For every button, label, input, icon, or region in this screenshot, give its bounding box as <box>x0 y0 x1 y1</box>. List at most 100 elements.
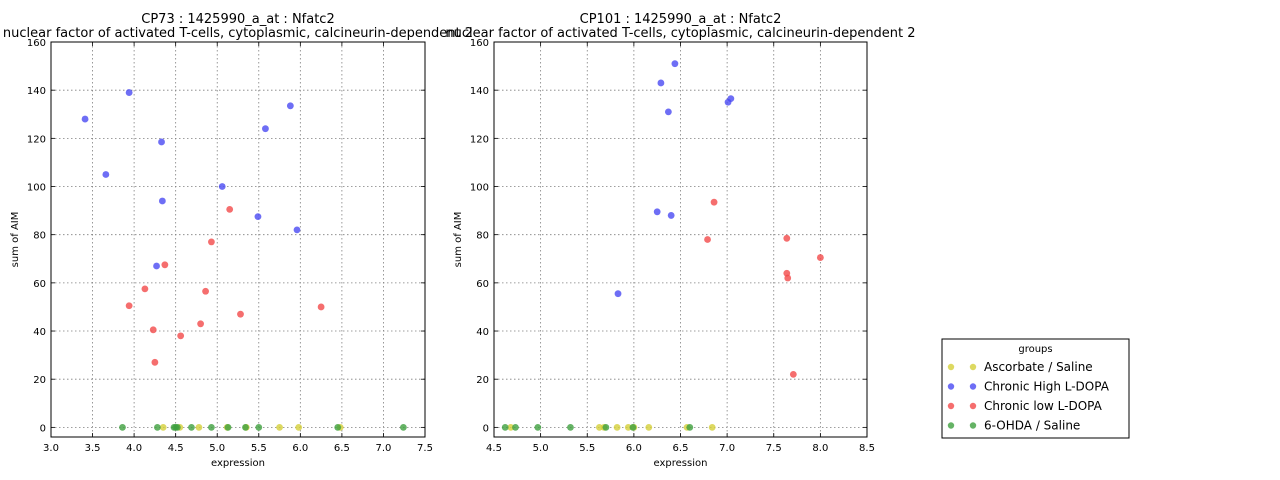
legend-marker-6-ohda-saline <box>969 422 977 429</box>
plot1-subtitle: nuclear factor of activated T-cells, cyt… <box>3 26 473 41</box>
plot1-x-tick-label: 5.0 <box>209 443 225 454</box>
plot1-point-ascorbate-saline <box>195 423 203 431</box>
plot2-x-tick-label: 6.5 <box>673 443 689 454</box>
plot1-x-tick-label: 4.0 <box>126 443 142 454</box>
plot1-y-tick-label: 40 <box>33 327 46 338</box>
plot1-x-tick-label: 5.5 <box>251 443 267 454</box>
plot1-y-tick-label: 20 <box>33 375 46 386</box>
plot2-x-tick-label: 8.5 <box>859 443 875 454</box>
plot2-y-tick-label: 140 <box>470 86 489 97</box>
plot2-x-tick-label: 5.0 <box>533 443 549 454</box>
plot2-y-tick-label: 100 <box>470 183 489 194</box>
plot2-y-tick-label: 20 <box>476 375 489 386</box>
plot2-point-ascorbate-saline <box>645 423 653 431</box>
plot2-point-chronic-high-l-dopa <box>664 108 672 116</box>
plot2-point-chronic-low-l-dopa <box>783 234 791 242</box>
plot2-point-chronic-high-l-dopa <box>667 212 675 219</box>
plot2-x-axis-label: expression <box>654 458 708 469</box>
plot1-point-chronic-high-l-dopa <box>262 125 269 133</box>
plot1-y-tick-label: 60 <box>33 279 46 290</box>
plot2-point-chronic-low-l-dopa <box>816 254 824 261</box>
plot2-point-6-ohda-saline <box>512 423 519 431</box>
legend-label-ascorbate-saline: Ascorbate / Saline <box>984 360 1093 374</box>
plot2-x-tick-label: 6.0 <box>626 443 642 454</box>
plot2-y-tick-label: 160 <box>470 38 489 49</box>
plot1-y-tick-label: 80 <box>33 231 46 242</box>
plot1-point-chronic-high-l-dopa <box>218 183 226 190</box>
plot1-x-tick-label: 3.5 <box>85 443 101 454</box>
plot1-x-tick-label: 7.0 <box>375 443 391 454</box>
plot1-point-6-ohda-saline <box>153 423 161 431</box>
plot2-y-tick-label: 40 <box>476 327 489 338</box>
plot2-axes-frame <box>493 41 868 438</box>
plot1-x-tick-label: 3.0 <box>43 443 59 454</box>
plot1-point-chronic-low-l-dopa <box>208 238 215 246</box>
plot1-point-6-ohda-saline <box>334 423 342 431</box>
legend-label-chronic-high-l-dopa: Chronic High L-DOPA <box>984 380 1110 394</box>
plot1-point-chronic-low-l-dopa <box>125 302 133 310</box>
legend-label-chronic-low-l-dopa: Chronic low L-DOPA <box>984 399 1103 413</box>
plot2-point-chronic-high-l-dopa <box>727 95 735 103</box>
plot2-point-6-ohda-saline <box>534 423 542 431</box>
legend-title: groups <box>1018 344 1052 355</box>
plot2-point-ascorbate-saline <box>595 423 603 431</box>
plot1-point-chronic-high-l-dopa <box>125 89 133 96</box>
legend-marker-ascorbate-saline <box>947 363 955 371</box>
plot2-point-6-ohda-saline <box>686 423 694 431</box>
plot2-point-ascorbate-saline <box>613 423 621 431</box>
legend-label-6-ohda-saline: 6-OHDA / Saline <box>984 419 1080 433</box>
legend-marker-chronic-low-l-dopa <box>969 402 977 410</box>
plot1-axes-frame <box>50 41 426 438</box>
plot1-y-tick-label: 140 <box>27 86 46 97</box>
plot1-point-6-ohda-saline <box>173 423 181 431</box>
plot2-y-tick-label: 0 <box>483 423 489 434</box>
plot1-point-6-ohda-saline <box>208 423 215 431</box>
plot1-point-chronic-high-l-dopa <box>102 171 110 178</box>
plot1-point-chronic-low-l-dopa <box>226 205 234 213</box>
plot1-point-chronic-low-l-dopa <box>197 320 205 328</box>
plot1-point-chronic-high-l-dopa <box>153 262 160 270</box>
plot1-x-tick-label: 6.0 <box>292 443 308 454</box>
plot2-point-chronic-low-l-dopa <box>704 236 711 243</box>
plot1-point-chronic-low-l-dopa <box>317 303 325 311</box>
plot2-point-chronic-high-l-dopa <box>653 208 661 216</box>
plot2-point-chronic-low-l-dopa <box>710 198 718 206</box>
plot1-point-chronic-high-l-dopa <box>254 213 262 221</box>
plot1-x-tick-label: 4.5 <box>168 443 184 454</box>
plot1-x-tick-label: 6.5 <box>334 443 350 454</box>
legend-marker-ascorbate-saline <box>969 363 977 371</box>
plot2-point-6-ohda-saline <box>501 423 509 431</box>
legend-marker-chronic-low-l-dopa <box>947 402 955 410</box>
plot2-point-chronic-low-l-dopa <box>789 370 797 378</box>
plot1-point-6-ohda-saline <box>224 423 232 431</box>
plot2-x-tick-label: 7.0 <box>719 443 735 454</box>
plot1-point-6-ohda-saline <box>188 423 195 431</box>
plot2-x-tick-label: 7.5 <box>766 443 782 454</box>
plot1-y-tick-label: 100 <box>27 183 46 194</box>
plot2-point-ascorbate-saline <box>624 423 632 431</box>
plot1-point-chronic-high-l-dopa <box>286 102 294 110</box>
plot1-y-tick-label: 0 <box>40 423 46 434</box>
plot2-point-ascorbate-saline <box>708 423 716 431</box>
plot2-x-tick-label: 4.5 <box>486 443 502 454</box>
plot1-point-6-ohda-saline <box>255 423 263 431</box>
plot1-point-chronic-high-l-dopa <box>293 226 301 234</box>
plot1-x-axis-label: expression <box>211 458 265 469</box>
plot2-point-chronic-high-l-dopa <box>657 79 665 87</box>
plot2-x-tick-label: 8.0 <box>812 443 828 454</box>
plot2-point-chronic-high-l-dopa <box>614 290 622 298</box>
plot1-point-chronic-low-l-dopa <box>177 332 185 340</box>
legend-marker-6-ohda-saline <box>947 422 955 429</box>
plot2-y-tick-label: 60 <box>476 279 489 290</box>
plot1-point-chronic-low-l-dopa <box>151 358 159 366</box>
plot1-point-chronic-low-l-dopa <box>202 287 209 295</box>
plot2-y-tick-label: 80 <box>476 231 489 242</box>
plot1-point-ascorbate-saline <box>159 423 167 431</box>
plot1-point-chronic-low-l-dopa <box>149 326 157 334</box>
plot1-x-tick-label: 7.5 <box>417 443 433 454</box>
plot1-point-chronic-low-l-dopa <box>141 285 149 293</box>
plot2-point-6-ohda-saline <box>629 423 637 431</box>
plot1-point-chronic-high-l-dopa <box>81 115 89 123</box>
plot1-point-ascorbate-saline <box>276 423 283 431</box>
plot2-title: CP101 : 1425990_a_at : Nfatc2 <box>580 12 782 27</box>
